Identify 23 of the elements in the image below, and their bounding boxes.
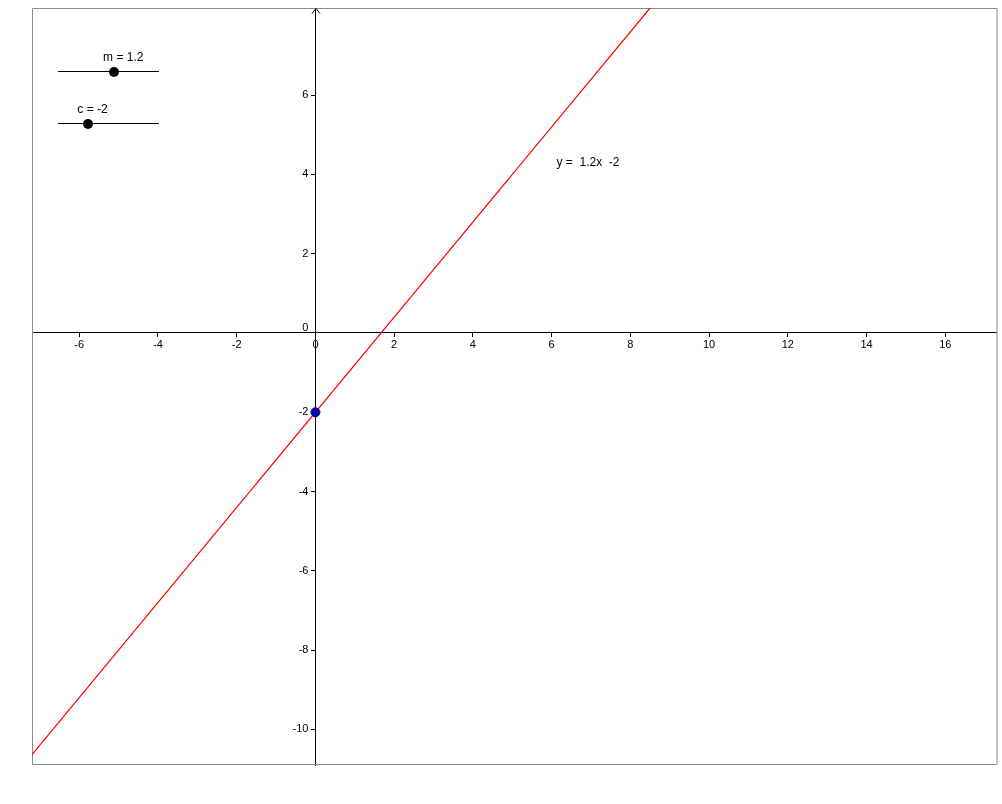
y-tick-label: -6 xyxy=(298,563,309,576)
y-tick-label: 6 xyxy=(302,88,309,101)
x-tick-label: 16 xyxy=(939,337,952,350)
x-tick-label: 14 xyxy=(860,337,873,350)
y-tick-label: 0 xyxy=(302,321,309,334)
x-tick-label: -6 xyxy=(74,337,85,350)
annotation: c = -2 xyxy=(77,102,108,116)
series-label: y = 1.2x -2 xyxy=(556,154,620,169)
annotation: m = 1.2 xyxy=(103,50,144,64)
x-tick-label: 10 xyxy=(702,337,716,350)
y-tick-label: -8 xyxy=(298,643,309,656)
x-tick-label: -2 xyxy=(231,337,242,350)
y-tick-label: -4 xyxy=(298,484,309,497)
x-tick-label: 8 xyxy=(627,337,634,350)
x-tick-label: 6 xyxy=(548,337,555,350)
y-tick-label: -10 xyxy=(292,722,309,735)
y-tick-label: 4 xyxy=(302,167,309,180)
x-tick-label: 4 xyxy=(469,337,476,350)
y-tick-label: 2 xyxy=(302,246,309,259)
y-tick-label: -2 xyxy=(298,405,309,418)
x-tick-label: 2 xyxy=(391,337,398,350)
x-tick-label: -4 xyxy=(153,337,163,350)
x-tick-label: 12 xyxy=(781,337,794,350)
